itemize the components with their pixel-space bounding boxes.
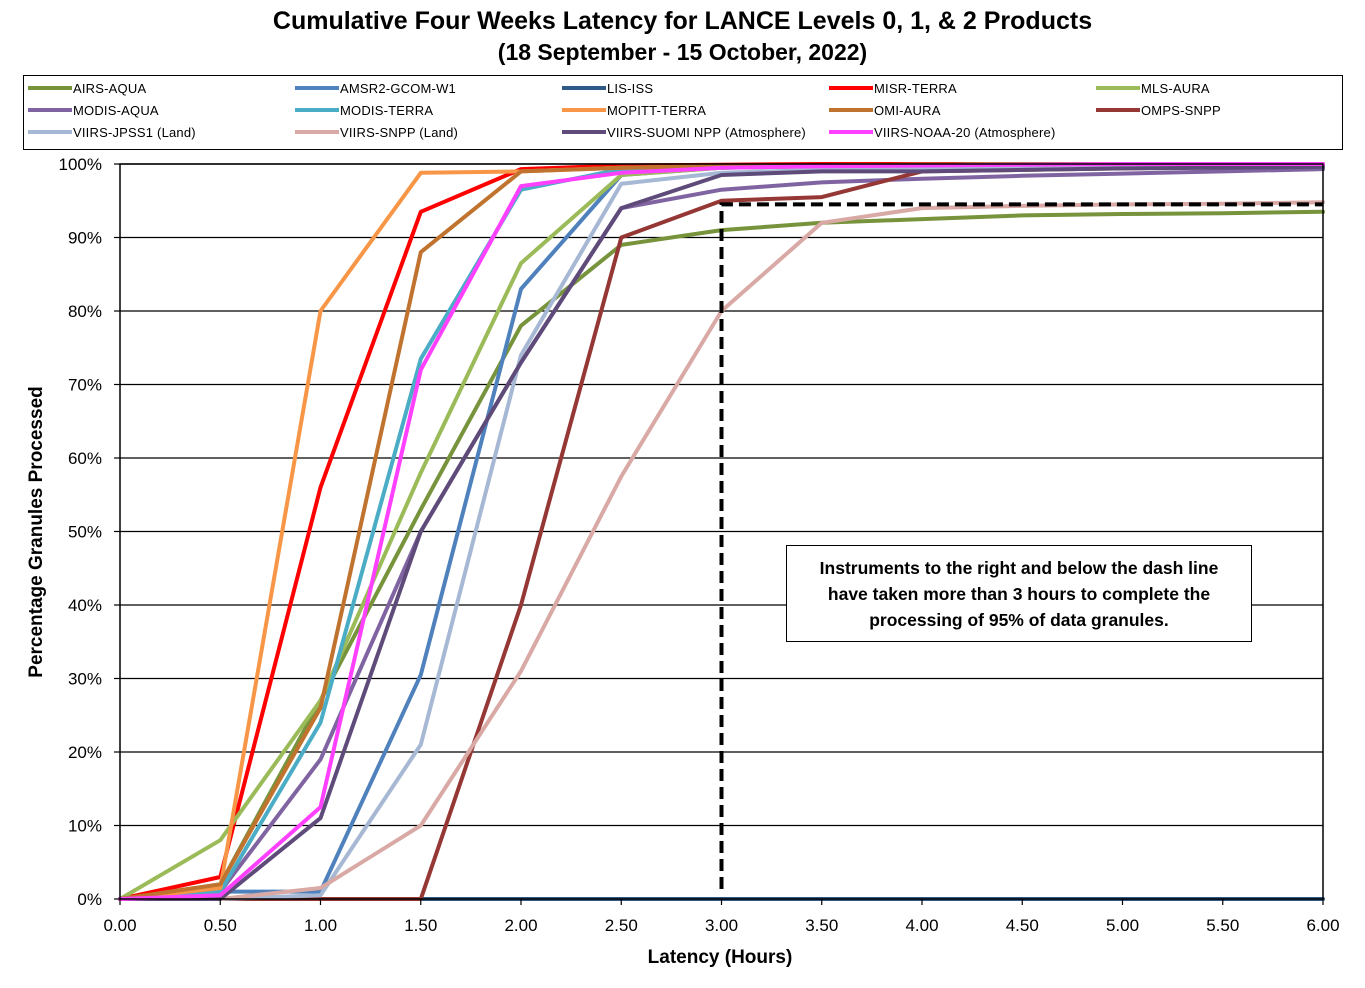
x-tick-label: 3.50 xyxy=(805,916,838,935)
y-tick-label: 40% xyxy=(68,596,102,615)
legend-label: MOPITT-TERRA xyxy=(607,102,707,118)
legend-item: MODIS-AQUA xyxy=(28,101,159,119)
legend-item: LIS-ISS xyxy=(562,79,653,97)
legend-item: MISR-TERRA xyxy=(829,79,957,97)
legend-item: MOPITT-TERRA xyxy=(562,101,706,119)
x-tick-label: 4.00 xyxy=(905,916,938,935)
legend: AIRS-AQUA AMSR2-GCOM-W1 LIS-ISS MISR-TERRA M… xyxy=(23,75,1343,150)
y-tick-label: 20% xyxy=(68,743,102,762)
legend-swatch xyxy=(829,130,873,134)
legend-swatch xyxy=(295,108,339,112)
x-tick-label: 4.50 xyxy=(1006,916,1039,935)
y-tick-label: 0% xyxy=(77,890,102,909)
x-tick-label: 5.00 xyxy=(1106,916,1139,935)
y-tick-label: 50% xyxy=(68,523,102,542)
series-line xyxy=(118,164,1325,901)
legend-label: VIIRS-SUOMI NPP (Atmosphere) xyxy=(607,124,806,140)
y-tick-label: 70% xyxy=(68,376,102,395)
legend-label: OMPS-SNPP xyxy=(1141,102,1221,118)
legend-swatch xyxy=(1096,108,1140,112)
legend-item: OMPS-SNPP xyxy=(1096,101,1221,119)
x-tick-label: 1.50 xyxy=(404,916,437,935)
legend-item: MODIS-TERRA xyxy=(295,101,433,119)
legend-swatch xyxy=(28,130,72,134)
x-tick-label: 5.50 xyxy=(1206,916,1239,935)
x-tick-label: 0.00 xyxy=(103,916,136,935)
legend-label: OMI-AURA xyxy=(874,102,941,118)
legend-label: LIS-ISS xyxy=(607,80,654,96)
legend-item: OMI-AURA xyxy=(829,101,941,119)
legend-label: MLS-AURA xyxy=(1141,80,1210,96)
x-tick-label: 1.00 xyxy=(304,916,337,935)
legend-item: VIIRS-JPSS1 (Land) xyxy=(28,123,196,141)
y-tick-label: 30% xyxy=(68,670,102,689)
legend-label: AIRS-AQUA xyxy=(73,80,147,96)
legend-swatch xyxy=(28,108,72,112)
chart-subtitle: (18 September - 15 October, 2022) xyxy=(497,39,868,65)
chart-title: Cumulative Four Weeks Latency for LANCE … xyxy=(272,7,1093,35)
legend-label: AMSR2-GCOM-W1 xyxy=(340,80,456,96)
legend-swatch xyxy=(829,108,873,112)
legend-label: VIIRS-NOAA-20 (Atmosphere) xyxy=(874,124,1056,140)
legend-swatch xyxy=(1096,86,1140,90)
series-line xyxy=(118,167,1325,901)
x-tick-label: 3.00 xyxy=(705,916,738,935)
y-tick-label: 90% xyxy=(68,229,102,248)
legend-swatch xyxy=(562,130,606,134)
legend-swatch xyxy=(295,130,339,134)
legend-label: MODIS-AQUA xyxy=(73,102,159,118)
legend-item: VIIRS-SUOMI NPP (Atmosphere) xyxy=(562,123,806,141)
legend-swatch xyxy=(829,86,873,90)
legend-swatch xyxy=(28,86,72,90)
legend-label: MISR-TERRA xyxy=(874,80,957,96)
legend-label: VIIRS-JPSS1 (Land) xyxy=(73,124,196,140)
legend-label: MODIS-TERRA xyxy=(340,102,434,118)
legend-item: MLS-AURA xyxy=(1096,79,1210,97)
x-tick-label: 0.50 xyxy=(204,916,237,935)
legend-item: VIIRS-SNPP (Land) xyxy=(295,123,458,141)
legend-item: AMSR2-GCOM-W1 xyxy=(295,79,456,97)
annotation-box: Instruments to the right and below the d… xyxy=(786,545,1252,642)
legend-swatch xyxy=(562,108,606,112)
y-tick-label: 80% xyxy=(68,302,102,321)
x-axis-label: Latency (Hours) xyxy=(648,947,793,968)
y-tick-label: 100% xyxy=(59,155,102,174)
legend-item: VIIRS-NOAA-20 (Atmosphere) xyxy=(829,123,1055,141)
y-axis-label: Percentage Granules Processed xyxy=(26,386,47,677)
y-tick-label: 60% xyxy=(68,449,102,468)
x-tick-label: 2.50 xyxy=(605,916,638,935)
threshold-dash-line xyxy=(719,202,1323,889)
legend-item: AIRS-AQUA xyxy=(28,79,146,97)
y-tick-label: 10% xyxy=(68,817,102,836)
x-tick-label: 2.00 xyxy=(504,916,537,935)
legend-swatch xyxy=(562,86,606,90)
legend-swatch xyxy=(295,86,339,90)
x-tick-label: 6.00 xyxy=(1306,916,1339,935)
legend-label: VIIRS-SNPP (Land) xyxy=(340,124,459,140)
